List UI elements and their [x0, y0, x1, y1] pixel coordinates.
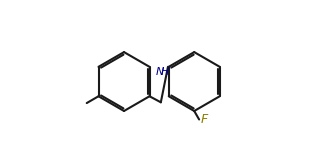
Text: N: N: [155, 67, 164, 77]
Text: F: F: [201, 113, 208, 126]
Text: H: H: [160, 67, 169, 77]
